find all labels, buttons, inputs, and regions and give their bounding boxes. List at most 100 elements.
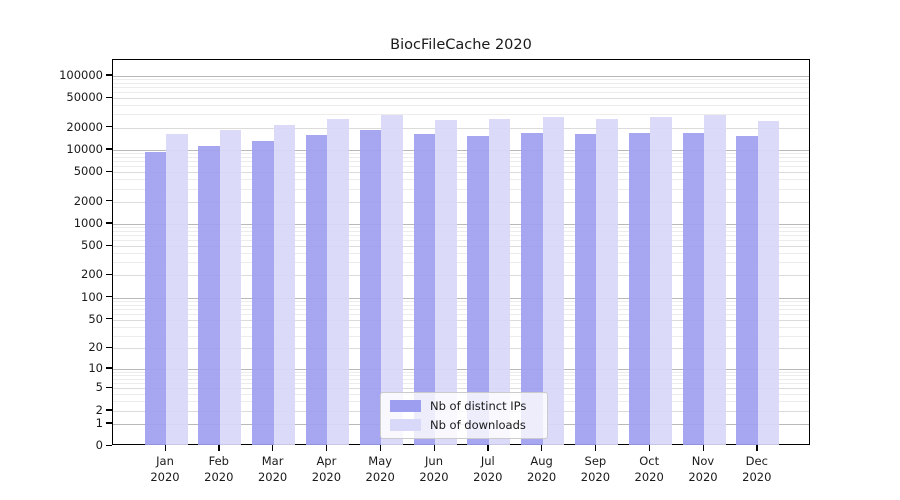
x-axis-tick xyxy=(218,445,220,451)
gridline-minor xyxy=(113,179,809,181)
y-axis-tick-label: 5000 xyxy=(73,164,103,178)
bar-downloads xyxy=(704,115,726,445)
y-axis-tick-label: 2000 xyxy=(73,193,103,208)
y-axis-tick xyxy=(106,74,112,76)
y-axis-tick-label: 1 xyxy=(95,415,103,430)
x-axis-tick xyxy=(756,445,758,451)
y-axis-tick xyxy=(106,318,112,320)
x-axis-tick-label: Aug 2020 xyxy=(526,454,557,484)
x-axis-tick xyxy=(702,445,704,451)
bar-downloads xyxy=(166,134,188,445)
x-axis-tick-label: Feb 2020 xyxy=(204,454,234,484)
gridline-major xyxy=(113,223,809,225)
x-axis-tick xyxy=(487,445,489,451)
y-axis-tick xyxy=(106,296,112,298)
legend-label-downloads: Nb of downloads xyxy=(430,418,526,432)
gridline-minor xyxy=(113,79,809,81)
bar-distinct-ips xyxy=(682,132,704,445)
y-axis-tick-label: 10 xyxy=(88,360,103,375)
gridline-labeled xyxy=(113,246,809,248)
gridline-minor xyxy=(113,375,809,377)
bar-downloads xyxy=(435,120,457,445)
bar-distinct-ips xyxy=(574,134,597,445)
bar-downloads xyxy=(219,130,242,445)
x-axis-tick xyxy=(325,445,328,451)
y-axis-tick-label: 100 xyxy=(81,289,103,304)
bar-downloads xyxy=(650,117,672,445)
bar-distinct-ips xyxy=(521,132,543,445)
bar-downloads xyxy=(596,118,618,445)
y-axis-tick xyxy=(106,222,112,224)
bar-downloads xyxy=(327,119,349,445)
gridline-minor xyxy=(113,92,809,94)
bar-distinct-ips xyxy=(252,141,274,445)
gridline-labeled xyxy=(113,201,809,203)
bar-downloads xyxy=(542,117,565,445)
gridline-major xyxy=(113,75,809,77)
bar-distinct-ips xyxy=(198,146,220,445)
legend: Nb of distinct IPs Nb of downloads xyxy=(380,392,548,439)
bar-downloads xyxy=(273,125,296,445)
gridline-minor xyxy=(113,335,809,337)
y-axis-tick-label: 20 xyxy=(88,340,103,355)
y-axis-tick-label: 5 xyxy=(95,380,103,395)
y-axis-tick-label: 0 xyxy=(95,438,103,452)
bar-downloads xyxy=(757,121,780,445)
y-axis-tick xyxy=(106,409,112,411)
y-axis-tick-label: 1000 xyxy=(73,215,103,230)
gridline-minor xyxy=(113,253,809,255)
x-axis-tick xyxy=(541,445,543,451)
chart-title: BiocFileCache 2020 xyxy=(390,37,532,53)
gridline-minor xyxy=(113,300,809,302)
x-axis-tick-label: Oct 2020 xyxy=(634,454,664,484)
gridline-minor xyxy=(113,240,809,242)
gridline-minor xyxy=(113,371,809,373)
y-axis-tick xyxy=(106,244,112,246)
gridline-minor xyxy=(113,87,809,89)
gridline-minor xyxy=(113,308,809,310)
gridline-major xyxy=(113,297,809,299)
gridline-minor xyxy=(113,313,809,315)
y-axis-tick xyxy=(106,386,112,389)
bar-distinct-ips xyxy=(413,134,435,445)
bar-downloads xyxy=(381,115,403,445)
y-axis-tick xyxy=(106,273,112,276)
y-axis-tick xyxy=(106,96,112,98)
gridline-major xyxy=(113,149,809,151)
x-axis-tick xyxy=(379,445,382,451)
x-axis-tick-label: Dec 2020 xyxy=(742,454,772,484)
x-axis-tick-label: Sep 2020 xyxy=(580,454,611,484)
y-axis-tick-label: 20000 xyxy=(66,119,103,134)
gridline-minor xyxy=(113,153,809,155)
x-axis-tick-label: Jul 2020 xyxy=(473,454,503,484)
x-axis-tick-label: Jan 2020 xyxy=(150,454,180,484)
gridline-labeled xyxy=(113,348,809,350)
bar-downloads xyxy=(488,118,511,445)
gridline-minor xyxy=(113,188,809,190)
legend-swatch-downloads xyxy=(390,419,421,431)
bar-distinct-ips xyxy=(628,133,651,445)
gridline-labeled xyxy=(113,388,809,390)
y-axis-tick-label: 50000 xyxy=(66,90,103,104)
y-axis-tick xyxy=(106,444,112,446)
gridline-minor xyxy=(113,326,809,328)
gridline-labeled xyxy=(113,98,809,99)
y-axis-tick xyxy=(106,170,112,172)
y-axis-tick-label: 200 xyxy=(81,267,103,282)
gridline-minor xyxy=(113,227,809,229)
bar-distinct-ips xyxy=(305,135,328,445)
x-axis-tick-label: May 2020 xyxy=(365,454,395,484)
gridline-minor xyxy=(113,304,809,306)
gridline-labeled xyxy=(113,172,809,173)
gridline-minor xyxy=(113,161,809,163)
y-axis-tick-label: 10000 xyxy=(66,141,103,156)
y-axis-tick xyxy=(106,148,112,150)
bar-distinct-ips xyxy=(144,152,166,445)
x-axis-tick-label: Jun 2020 xyxy=(419,454,449,484)
x-axis-tick xyxy=(648,445,651,451)
x-axis-tick-label: Apr 2020 xyxy=(311,454,342,484)
gridline-minor xyxy=(113,114,809,116)
gridline-minor xyxy=(113,105,809,107)
gridline-minor xyxy=(113,235,809,237)
